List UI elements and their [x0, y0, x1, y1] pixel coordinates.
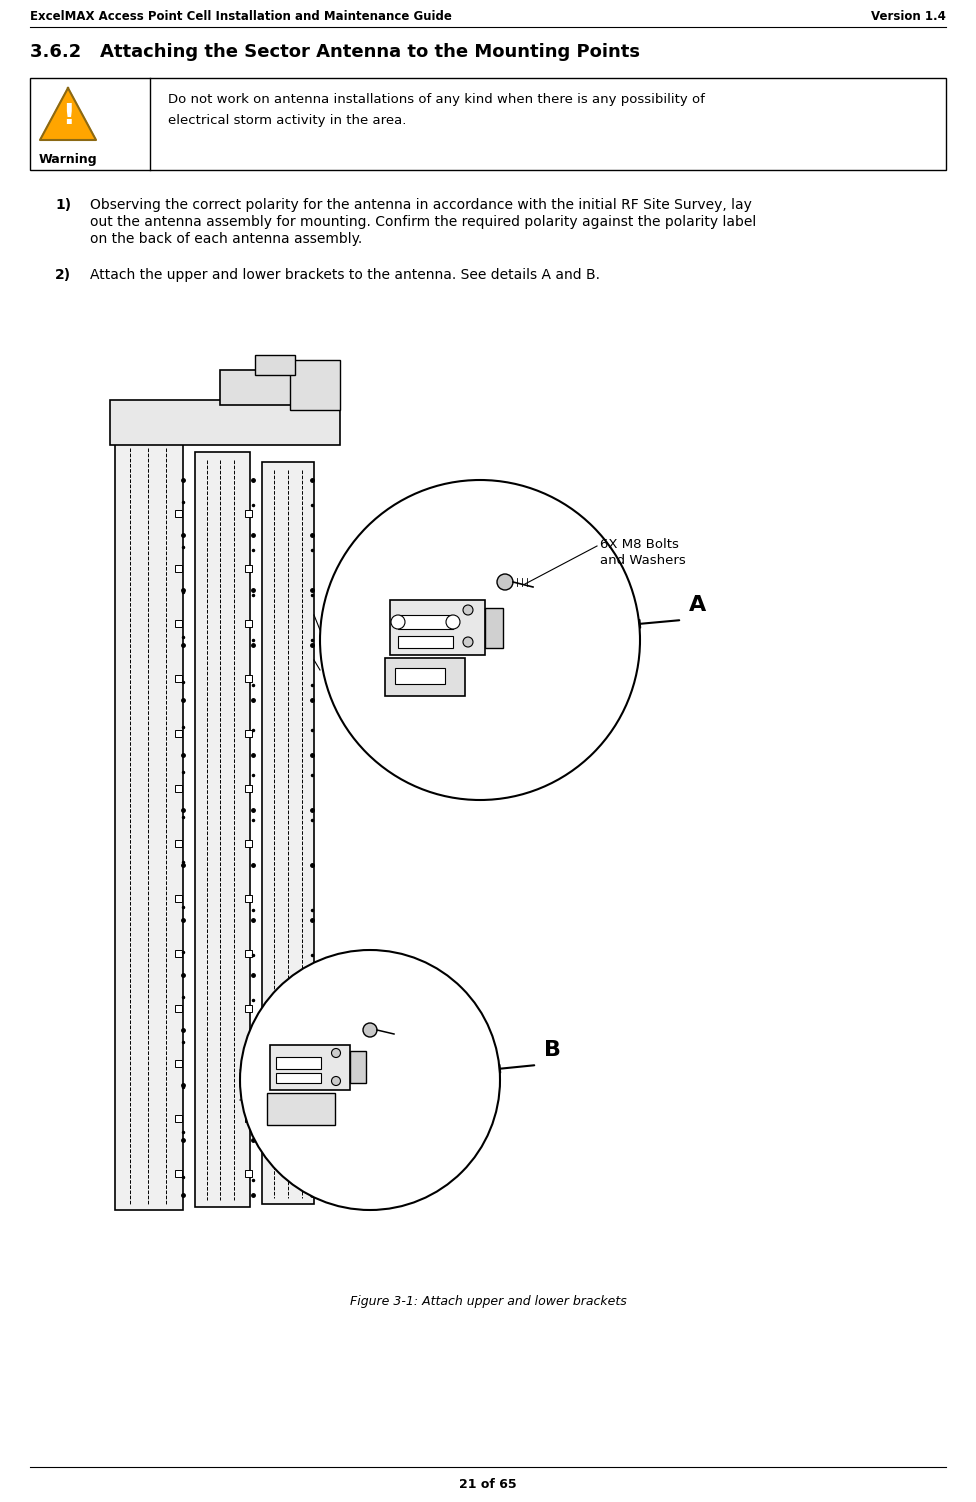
- Bar: [290, 360, 340, 410]
- Text: 2): 2): [55, 267, 71, 282]
- Text: Version 1.4: Version 1.4: [872, 11, 946, 23]
- Bar: [175, 1060, 182, 1066]
- Text: electrical storm activity in the area.: electrical storm activity in the area.: [168, 114, 406, 128]
- Bar: [485, 608, 503, 647]
- Bar: [245, 730, 252, 737]
- Bar: [245, 1170, 252, 1178]
- Bar: [398, 635, 453, 647]
- Circle shape: [332, 1077, 341, 1086]
- Bar: [390, 599, 485, 655]
- Bar: [175, 1114, 182, 1122]
- Text: out the antenna assembly for mounting. Confirm the required polarity against the: out the antenna assembly for mounting. C…: [90, 215, 756, 228]
- Bar: [175, 895, 182, 903]
- Text: and Washers: and Washers: [600, 554, 686, 566]
- Bar: [175, 949, 182, 957]
- Circle shape: [240, 949, 500, 1211]
- Text: Observing the correct polarity for the antenna in accordance with the initial RF: Observing the correct polarity for the a…: [90, 198, 752, 212]
- Bar: [395, 668, 445, 683]
- Bar: [110, 400, 340, 445]
- Bar: [398, 614, 453, 629]
- Circle shape: [320, 481, 640, 801]
- Circle shape: [463, 637, 473, 647]
- Text: on the back of each antenna assembly.: on the back of each antenna assembly.: [90, 231, 362, 246]
- Bar: [255, 354, 295, 376]
- Bar: [175, 786, 182, 792]
- Bar: [115, 440, 183, 1211]
- Bar: [245, 1114, 252, 1122]
- Polygon shape: [40, 89, 96, 140]
- Bar: [175, 1005, 182, 1012]
- Text: B: B: [544, 1039, 561, 1060]
- Bar: [175, 620, 182, 626]
- Bar: [175, 674, 182, 682]
- Bar: [220, 369, 310, 406]
- Circle shape: [463, 605, 473, 614]
- Text: 6X M8 Bolts: 6X M8 Bolts: [600, 538, 679, 551]
- Bar: [385, 658, 465, 695]
- Bar: [245, 1060, 252, 1066]
- Circle shape: [497, 574, 513, 590]
- Bar: [30, 78, 946, 170]
- Bar: [245, 949, 252, 957]
- Text: 21 of 65: 21 of 65: [459, 1478, 517, 1491]
- Text: !: !: [61, 102, 74, 131]
- Circle shape: [446, 614, 460, 629]
- Bar: [276, 1057, 321, 1069]
- Bar: [270, 1045, 350, 1090]
- Bar: [175, 511, 182, 517]
- Bar: [175, 1170, 182, 1178]
- Text: 3.6.2   Attaching the Sector Antenna to the Mounting Points: 3.6.2 Attaching the Sector Antenna to th…: [30, 44, 640, 62]
- Bar: [245, 620, 252, 626]
- Bar: [245, 511, 252, 517]
- Text: Warning: Warning: [39, 153, 98, 167]
- Circle shape: [391, 614, 405, 629]
- Bar: [267, 1093, 335, 1125]
- Bar: [276, 1072, 321, 1083]
- Bar: [175, 840, 182, 847]
- Text: Figure 3-1: Attach upper and lower brackets: Figure 3-1: Attach upper and lower brack…: [349, 1295, 627, 1308]
- Text: 1): 1): [55, 198, 71, 212]
- Bar: [245, 840, 252, 847]
- Bar: [245, 1005, 252, 1012]
- Bar: [175, 730, 182, 737]
- Bar: [245, 674, 252, 682]
- Circle shape: [332, 1048, 341, 1057]
- Bar: [245, 565, 252, 572]
- Text: Do not work on antenna installations of any kind when there is any possibility o: Do not work on antenna installations of …: [168, 93, 705, 107]
- Circle shape: [363, 1023, 377, 1036]
- Bar: [350, 1051, 366, 1083]
- Bar: [245, 786, 252, 792]
- Bar: [175, 565, 182, 572]
- Bar: [245, 895, 252, 903]
- Bar: [195, 452, 250, 1208]
- Text: Attach the upper and lower brackets to the antenna. See details A and B.: Attach the upper and lower brackets to t…: [90, 267, 600, 282]
- Text: A: A: [689, 595, 707, 614]
- Text: ExcelMAX Access Point Cell Installation and Maintenance Guide: ExcelMAX Access Point Cell Installation …: [30, 11, 452, 23]
- Bar: [262, 463, 314, 1205]
